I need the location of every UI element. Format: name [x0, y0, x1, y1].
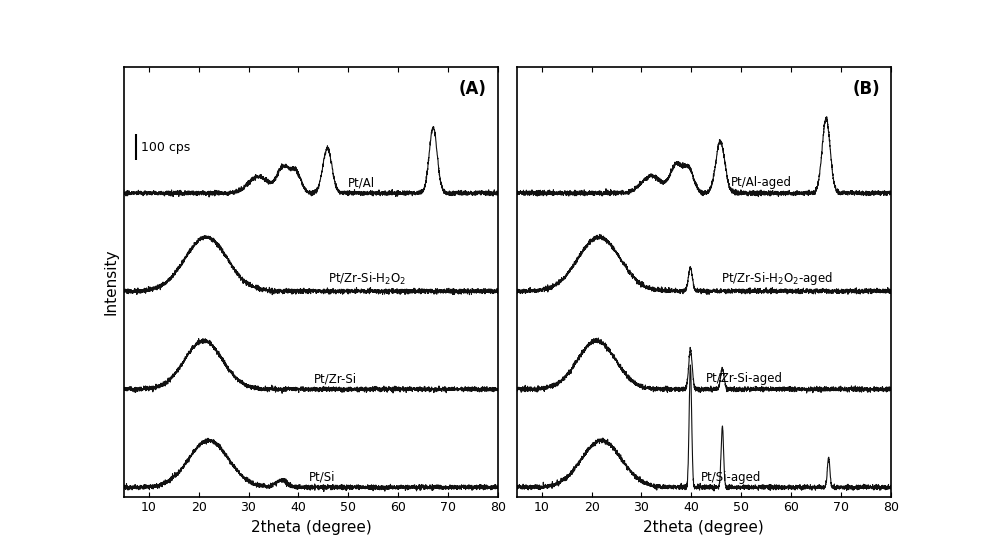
Y-axis label: Intensity: Intensity [103, 248, 118, 315]
Text: (A): (A) [459, 80, 487, 98]
Text: Pt/Zr-Si-H$_2$O$_2$: Pt/Zr-Si-H$_2$O$_2$ [329, 271, 407, 287]
Text: Pt/Si: Pt/Si [309, 470, 335, 484]
Text: Pt/Al-aged: Pt/Al-aged [732, 176, 792, 189]
X-axis label: 2theta (degree): 2theta (degree) [250, 520, 371, 535]
Text: Pt/Zr-Si-H$_2$O$_2$-aged: Pt/Zr-Si-H$_2$O$_2$-aged [722, 271, 833, 287]
Text: 100 cps: 100 cps [142, 141, 190, 154]
X-axis label: 2theta (degree): 2theta (degree) [644, 520, 764, 535]
Text: Pt/Zr-Si-aged: Pt/Zr-Si-aged [706, 373, 783, 386]
Text: (B): (B) [852, 80, 880, 98]
Text: Pt/Zr-Si: Pt/Zr-Si [314, 373, 356, 386]
Text: Pt/Si-aged: Pt/Si-aged [701, 470, 761, 484]
Text: Pt/Al: Pt/Al [348, 176, 375, 189]
